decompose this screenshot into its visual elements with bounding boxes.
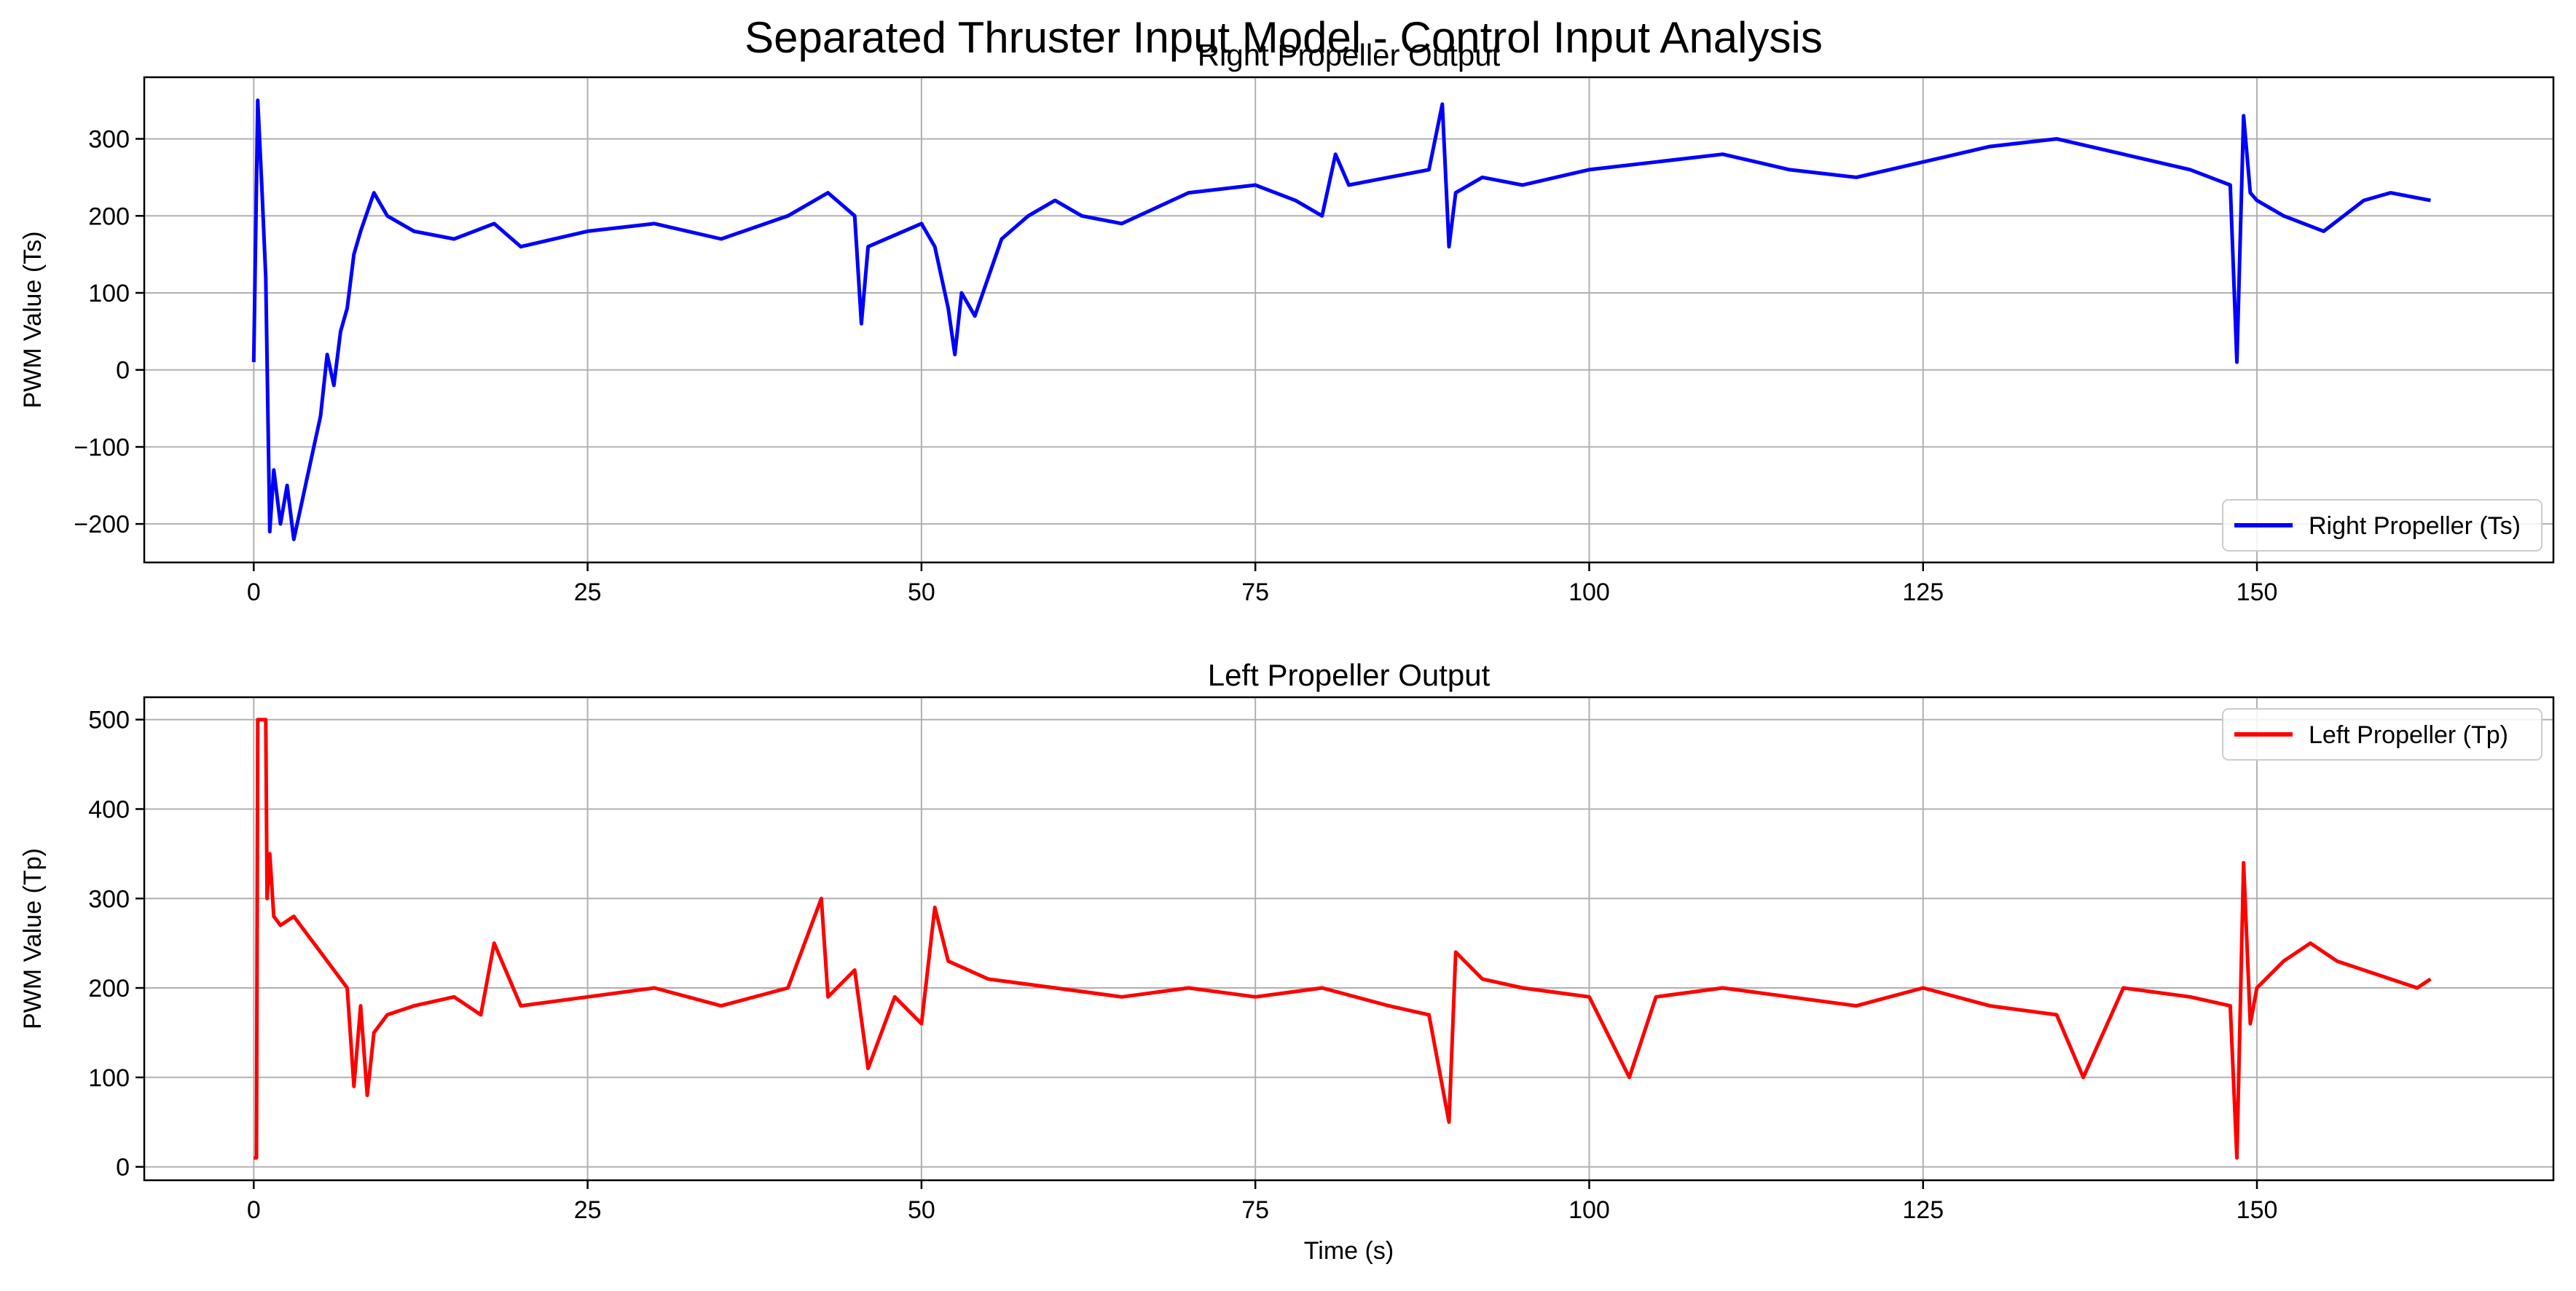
right-legend-box — [2222, 499, 2542, 552]
left-x-tick-label: 50 — [908, 1196, 935, 1224]
right-x-tick-label: 50 — [908, 578, 935, 606]
right-y-tick-label: 200 — [88, 203, 130, 230]
left-propeller-series-line — [254, 718, 2432, 1160]
left-legend: Left Propeller (Tp) — [2222, 708, 2542, 761]
right-x-tick-label: 150 — [2237, 578, 2278, 606]
left-x-tick-label: 125 — [1902, 1196, 1944, 1224]
left-x-tick-label: 100 — [1568, 1196, 1610, 1224]
left-propeller-subplot: 0 25 50 75 100 125 150 0 100 200 300 400 500 PWM Va… — [19, 658, 2555, 1265]
right-x-tick-label: 25 — [574, 578, 602, 606]
left-x-axis-label: Time (s) — [1304, 1237, 1394, 1265]
right-propeller-series-line — [251, 98, 2431, 541]
left-y-tick-label: 100 — [88, 1064, 130, 1092]
left-x-tick-label: 0 — [247, 1196, 261, 1224]
right-grid — [144, 77, 2553, 562]
left-axes-frame — [143, 696, 2555, 1182]
figure-suptitle: Separated Thruster Input Model - Control… — [745, 13, 1823, 62]
right-legend: Right Propeller (Ts) — [2222, 499, 2542, 552]
left-y-tick-label: 500 — [88, 707, 130, 734]
right-propeller-subplot: 0 25 50 75 100 125 150 −200 −100 0 100 200 300 PWM … — [19, 38, 2555, 606]
left-legend-label: Left Propeller (Tp) — [2309, 721, 2508, 749]
left-y-tick-label: 300 — [88, 885, 130, 913]
right-x-tick-label: 0 — [247, 578, 261, 606]
right-x-tick-label: 100 — [1568, 578, 1610, 606]
right-y-tick-label: 100 — [88, 280, 130, 307]
left-x-ticks: 0 25 50 75 100 125 150 — [247, 1180, 2278, 1224]
left-x-tick-label: 75 — [1241, 1196, 1269, 1224]
right-y-tick-label: 300 — [88, 126, 130, 154]
left-x-tick-label: 150 — [2237, 1196, 2278, 1224]
right-legend-label: Right Propeller (Ts) — [2309, 512, 2521, 540]
right-plot-area — [251, 98, 2431, 541]
right-x-tick-label: 75 — [1241, 578, 1269, 606]
left-y-axis-label: PWM Value (Tp) — [19, 848, 47, 1029]
right-y-tick-label: −200 — [74, 511, 130, 538]
right-axes-frame — [143, 76, 2555, 564]
left-subplot-title: Left Propeller Output — [1208, 658, 1491, 692]
left-y-tick-label: 200 — [88, 975, 130, 1002]
left-y-ticks: 0 100 200 300 400 500 — [88, 707, 144, 1182]
right-x-tick-label: 125 — [1902, 578, 1944, 606]
right-subplot-title: Right Propeller Output — [1198, 38, 1501, 72]
left-plot-area — [254, 718, 2432, 1160]
left-x-tick-label: 25 — [574, 1196, 602, 1224]
right-y-tick-label: −100 — [74, 433, 130, 461]
right-y-axis-label: PWM Value (Ts) — [19, 231, 47, 408]
left-legend-box — [2222, 708, 2542, 761]
right-y-ticks: −200 −100 0 100 200 300 — [74, 126, 144, 538]
left-y-tick-label: 400 — [88, 796, 130, 823]
right-x-ticks: 0 25 50 75 100 125 150 — [247, 562, 2278, 606]
right-y-tick-label: 0 — [116, 357, 130, 385]
left-y-tick-label: 0 — [116, 1154, 130, 1182]
left-grid — [144, 697, 2553, 1180]
